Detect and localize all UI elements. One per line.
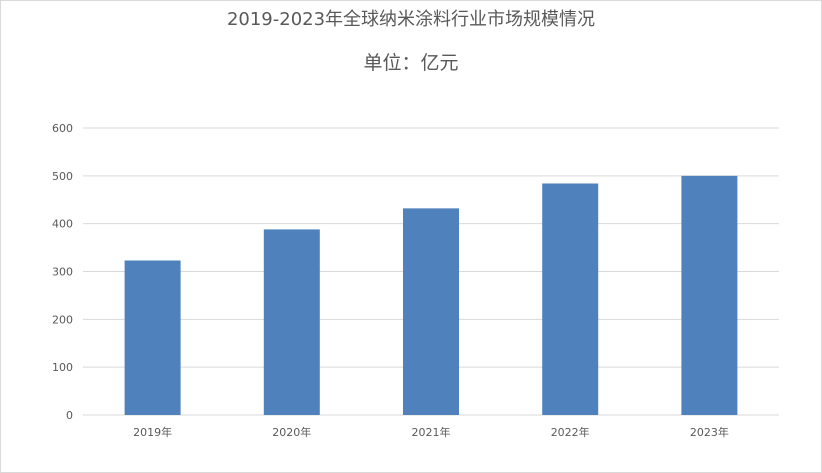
bars xyxy=(124,175,738,415)
y-tick-label: 400 xyxy=(52,218,73,231)
x-axis-ticks: 2019年 2020年 2021年 2022年 2023年 xyxy=(133,425,729,439)
x-tick-label: 2022年 xyxy=(551,425,590,439)
y-tick-label: 300 xyxy=(52,266,73,279)
x-tick-label: 2023年 xyxy=(690,425,729,439)
x-tick-label: 2019年 xyxy=(133,425,172,439)
y-tick-label: 100 xyxy=(52,361,73,374)
y-tick-label: 500 xyxy=(52,170,73,183)
bar-5 xyxy=(681,175,738,415)
gridlines xyxy=(83,127,779,416)
y-tick-label: 200 xyxy=(52,313,73,326)
y-tick-label: 0 xyxy=(66,409,73,422)
bar-2 xyxy=(263,229,320,415)
chart-title: 2019-2023年全球纳米涂料行业市场规模情况 xyxy=(226,9,596,30)
y-axis-ticks: 0 100 200 300 400 500 600 xyxy=(52,122,73,422)
chart-subtitle: 单位：亿元 xyxy=(363,52,459,74)
bar-4 xyxy=(542,183,599,415)
bar-1 xyxy=(124,260,181,415)
bar-3 xyxy=(403,208,459,415)
y-tick-label: 600 xyxy=(52,122,73,135)
x-tick-label: 2020年 xyxy=(272,425,311,439)
x-tick-label: 2021年 xyxy=(412,425,451,439)
